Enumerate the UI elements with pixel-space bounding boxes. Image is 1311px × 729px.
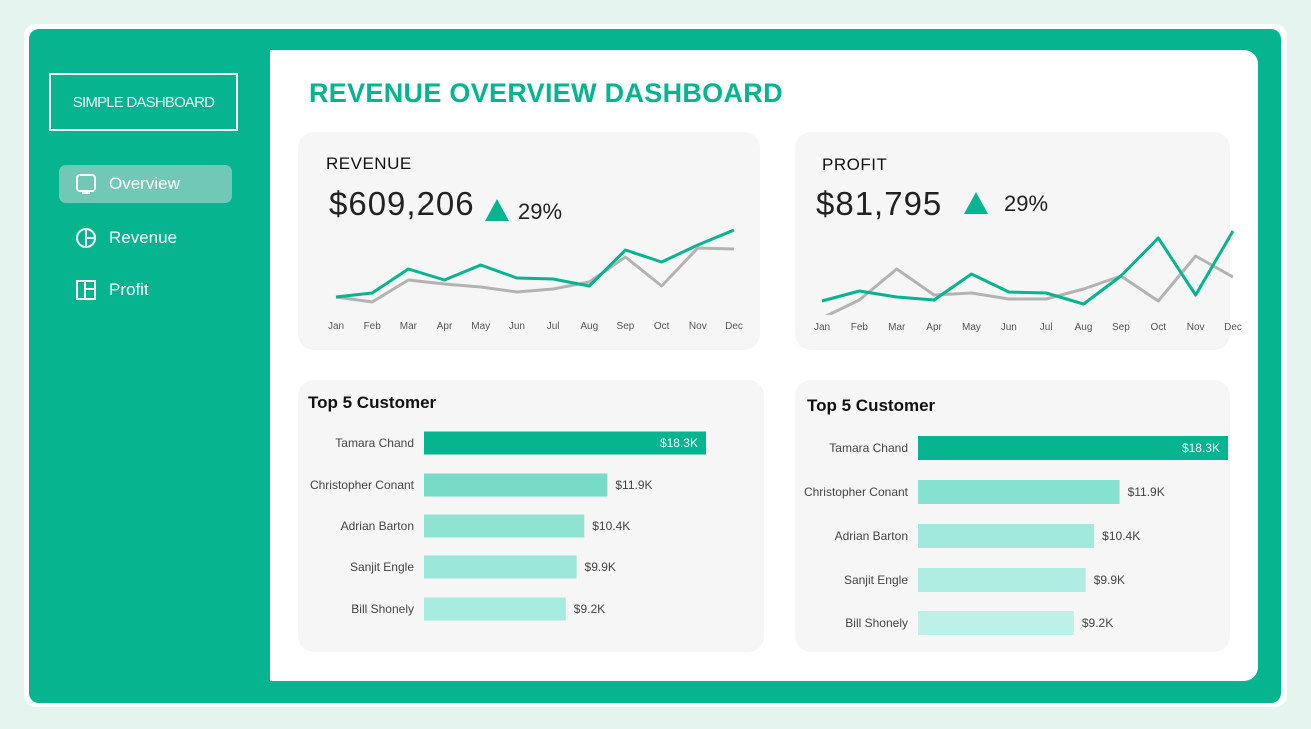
x-tick-label: Aug: [1075, 322, 1093, 333]
x-tick-label: Feb: [851, 322, 869, 333]
customer-bar[interactable]: [918, 480, 1120, 504]
comparison-series-line: [824, 254, 1234, 315]
customer-bar[interactable]: [918, 524, 1095, 548]
x-tick-label: Jul: [547, 321, 560, 332]
bar-value-label: $9.2K: [574, 602, 605, 616]
bar-value-label: $9.2K: [1082, 616, 1113, 630]
customer-bar[interactable]: [424, 597, 566, 621]
bar-value-label: $9.9K: [585, 560, 616, 574]
x-tick-label: Jun: [509, 321, 525, 332]
revenue-value: $609,206: [329, 185, 475, 222]
x-tick-label: May: [962, 322, 981, 333]
bar-value-label: $11.9K: [1128, 485, 1165, 499]
x-tick-label: Oct: [654, 321, 670, 332]
x-tick-label: Aug: [580, 321, 598, 332]
customer-bar[interactable]: [918, 611, 1074, 635]
customer-name-label: Sanjit Engle: [350, 560, 414, 574]
x-tick-label: Jan: [328, 321, 344, 332]
bar-chart-title: Top 5 Customer: [807, 396, 936, 415]
x-tick-label: Apr: [437, 321, 453, 332]
current-series-line: [821, 230, 1235, 306]
x-tick-label: Jan: [814, 322, 830, 333]
comparison-series-line: [335, 246, 735, 304]
revenue-change: 29%: [518, 199, 563, 224]
customer-name-label: Christopher Conant: [804, 485, 909, 499]
bar-value-label: $18.3K: [660, 436, 698, 450]
customer-name-label: Bill Shonely: [351, 602, 414, 616]
x-tick-label: Jul: [1040, 322, 1053, 333]
x-tick-label: Nov: [1187, 322, 1205, 333]
sidebar-item-profit[interactable]: Profit: [59, 271, 232, 309]
revenue-label: REVENUE: [326, 154, 412, 173]
revenue-card: [298, 132, 760, 350]
customer-bar[interactable]: [424, 473, 608, 497]
x-tick-label: Jun: [1001, 322, 1017, 333]
x-tick-label: Nov: [689, 321, 707, 332]
x-tick-label: May: [471, 321, 490, 332]
x-tick-label: Dec: [1224, 322, 1242, 333]
customer-name-label: Tamara Chand: [335, 436, 414, 450]
customer-name-label: Bill Shonely: [845, 616, 908, 630]
bar-value-label: $10.4K: [1102, 529, 1140, 543]
bar-value-label: $18.3K: [1182, 441, 1220, 455]
x-tick-label: Oct: [1150, 322, 1166, 333]
sidebar-item-label: Overview: [109, 174, 180, 193]
x-tick-label: Dec: [725, 321, 743, 332]
customer-name-label: Tamara Chand: [829, 441, 908, 455]
trend-up-icon: [964, 192, 988, 214]
profit-card: [795, 132, 1230, 350]
x-tick-label: Sep: [1112, 322, 1130, 333]
layout-icon: [76, 280, 96, 300]
customer-bar[interactable]: [424, 514, 585, 538]
customer-bar[interactable]: [424, 555, 577, 579]
bar-value-label: $9.9K: [1094, 573, 1125, 587]
sidebar-item-overview[interactable]: Overview: [59, 165, 232, 203]
customer-name-label: Adrian Barton: [341, 519, 414, 533]
profit-value: $81,795: [816, 185, 943, 222]
customer-bar[interactable]: [918, 568, 1086, 592]
bar-value-label: $11.9K: [615, 478, 652, 492]
customer-name-label: Adrian Barton: [835, 529, 908, 543]
customer-bar[interactable]: [424, 431, 706, 455]
monitor-icon: [76, 174, 96, 194]
customer-bar[interactable]: [918, 436, 1228, 460]
sidebar-item-label: Revenue: [109, 228, 178, 247]
sidebar-item-revenue[interactable]: Revenue: [59, 219, 232, 257]
logo: SIMPLE DASHBOARD: [49, 73, 238, 131]
x-tick-label: Mar: [400, 321, 418, 332]
bar-value-label: $10.4K: [592, 519, 630, 533]
customer-name-label: Christopher Conant: [310, 478, 415, 492]
sidebar-item-label: Profit: [109, 280, 149, 299]
bar-chart-title: Top 5 Customer: [308, 393, 437, 412]
x-tick-label: Apr: [926, 322, 942, 333]
trend-up-icon: [485, 199, 509, 221]
page-title: REVENUE OVERVIEW DASHBOARD: [309, 78, 783, 108]
profit-label: PROFIT: [822, 155, 888, 174]
pie-chart-icon: [76, 228, 96, 248]
x-tick-label: Feb: [364, 321, 382, 332]
profit-change: 29%: [1004, 191, 1049, 216]
x-tick-label: Mar: [888, 322, 906, 333]
current-series-line: [335, 228, 735, 299]
customer-name-label: Sanjit Engle: [844, 573, 908, 587]
top-customers-card-2: [795, 380, 1230, 652]
x-tick-label: Sep: [617, 321, 635, 332]
